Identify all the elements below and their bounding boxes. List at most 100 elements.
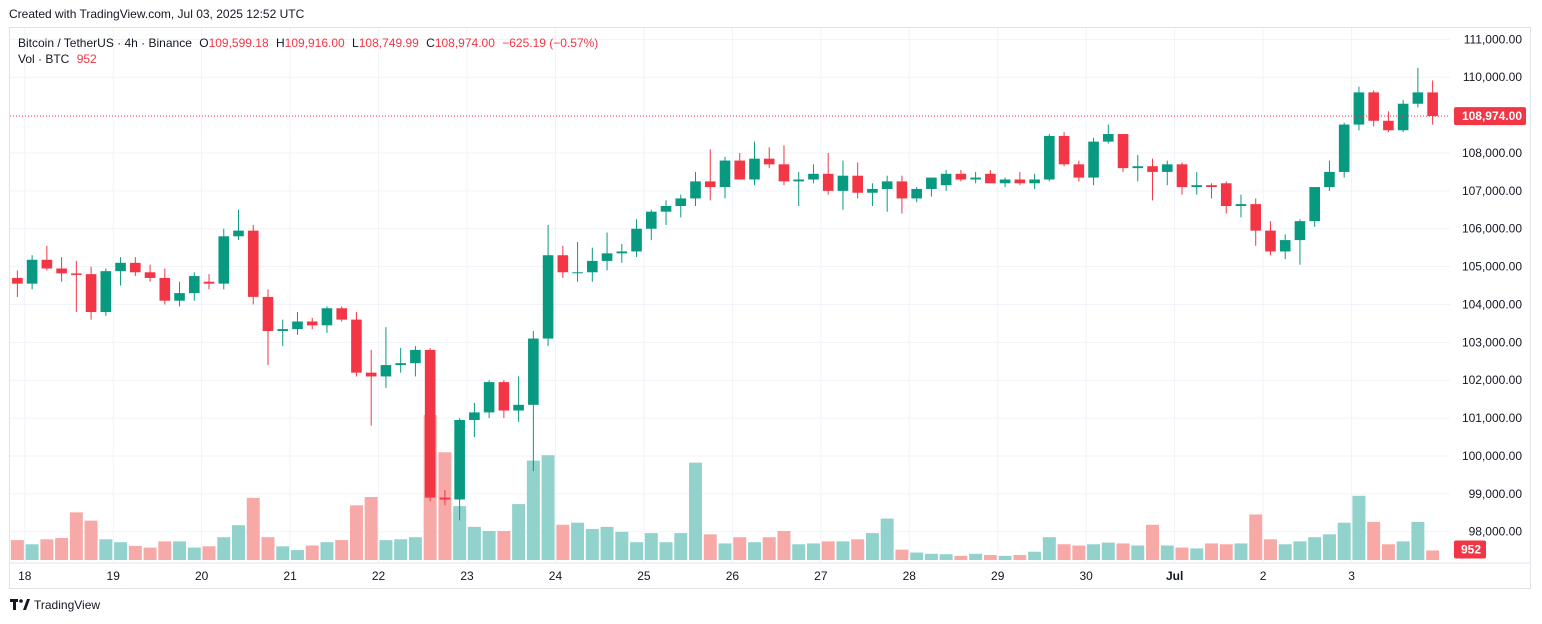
candle-body-27	[410, 349, 421, 364]
footer-brand[interactable]: TradingView	[10, 598, 100, 612]
volume-bar-50	[747, 542, 761, 560]
y-tick-label-6: 104,000.00	[1462, 297, 1522, 311]
candle-body-47	[704, 181, 716, 188]
created-with-note: Created with TradingView.com, Jul 03, 20…	[9, 7, 305, 21]
candle-body-10	[159, 277, 171, 301]
chart-frame[interactable]	[9, 27, 1531, 589]
candle-body-7	[115, 262, 126, 272]
volume-bar-69	[1028, 551, 1042, 560]
volume-bar-6	[99, 539, 113, 560]
y-tick-label-0: 98,000.00	[1469, 525, 1523, 539]
volume-bar-3	[55, 538, 69, 560]
volume-bar-91	[1352, 495, 1366, 560]
volume-bar-93	[1381, 544, 1395, 560]
y-tick-label-8: 106,000.00	[1462, 222, 1522, 236]
candle-body-3	[56, 268, 67, 274]
volume-bar-30	[453, 506, 467, 560]
change-value: −625.19 (−0.57%)	[502, 36, 599, 50]
volume-bar-23	[349, 505, 363, 560]
candle-body-95	[1412, 92, 1424, 104]
candle-body-79	[1176, 164, 1188, 188]
volume-bar-79	[1175, 547, 1189, 560]
candle-body-61	[911, 188, 922, 199]
candle-body-74	[1102, 134, 1114, 142]
candle-body-44	[660, 206, 672, 212]
candle-body-33	[498, 382, 510, 411]
candle-body-0	[12, 277, 23, 284]
candle-body-13	[203, 281, 215, 284]
candle-body-4	[71, 273, 82, 275]
grid-lines	[10, 28, 1450, 562]
volume-bar-4	[69, 512, 83, 560]
candle-body-48	[719, 160, 731, 188]
volume-bar-68	[1013, 555, 1027, 560]
volume-bar-78	[1160, 545, 1174, 560]
candle-body-45	[675, 198, 687, 206]
candle-body-37	[557, 255, 569, 273]
candle-body-18	[277, 329, 289, 331]
candle-body-15	[233, 230, 244, 237]
candle-body-25	[380, 365, 392, 377]
candle-body-52	[778, 164, 790, 182]
x-tick-label-12: 30	[1080, 569, 1094, 583]
open-label: O	[199, 36, 209, 50]
candle-body-88	[1309, 187, 1320, 222]
candle-body-58	[867, 188, 878, 193]
volume-bar-87	[1293, 541, 1307, 560]
candle-body-11	[174, 293, 185, 301]
candle-body-65	[970, 177, 981, 180]
candle-body-40	[601, 253, 613, 261]
candle-body-16	[247, 230, 259, 297]
candle-body-67	[999, 179, 1011, 184]
candle-body-73	[1088, 141, 1099, 178]
x-tick-label-7: 25	[637, 569, 651, 583]
candle-body-50	[749, 158, 760, 180]
volume-bar-24	[364, 497, 378, 560]
volume-bar-46	[689, 462, 703, 560]
volume-bar-82	[1219, 544, 1233, 560]
volume-bar-19	[290, 550, 304, 560]
x-tick-label-10: 28	[903, 569, 917, 583]
volume-bar-70	[1042, 537, 1056, 560]
x-tick-label-0: 18	[18, 569, 32, 583]
candle-body-46	[690, 181, 701, 199]
x-tick-label-14: 2	[1260, 569, 1267, 583]
candle-body-30	[454, 419, 465, 500]
volume-bar-20	[305, 545, 319, 560]
volume-bar-32	[482, 531, 496, 560]
last-price-badge	[1454, 107, 1526, 126]
candle-body-23	[351, 319, 362, 373]
volume-bar-73	[1087, 544, 1101, 560]
volume-bar-7	[114, 542, 128, 560]
volume-bar-21	[320, 542, 334, 560]
volume-bar-80	[1190, 548, 1204, 560]
candle-body-51	[763, 158, 775, 165]
volume-bar-8	[128, 545, 142, 560]
candle-body-14	[218, 236, 230, 284]
volume-bar-38	[571, 522, 585, 560]
volume-bar-63	[939, 554, 953, 560]
open-value: 109,599.18	[208, 36, 269, 50]
candle-body-89	[1324, 171, 1335, 188]
volume-value: 952	[76, 52, 97, 66]
candle-body-29	[439, 497, 451, 500]
volume-bar-71	[1057, 544, 1071, 560]
volume-bar-10	[158, 541, 172, 560]
candle-body-28	[424, 349, 436, 498]
volume-bar-2	[40, 539, 54, 560]
volume-bar-31	[467, 526, 481, 560]
volume-bar-54	[806, 543, 820, 560]
candle-body-35	[528, 338, 539, 405]
volume-bar-53	[792, 544, 806, 560]
volume-bar-75	[1116, 543, 1130, 560]
candle-body-75	[1117, 134, 1129, 169]
candle-body-2	[41, 259, 53, 269]
candle-body-9	[144, 272, 156, 278]
x-tick-label-1: 19	[107, 569, 121, 583]
volume-bar-9	[143, 547, 157, 560]
volume-bar-33	[497, 531, 511, 560]
y-tick-label-7: 105,000.00	[1462, 260, 1522, 274]
volume-bar-83	[1234, 543, 1248, 560]
volume-bar-88	[1308, 537, 1322, 560]
